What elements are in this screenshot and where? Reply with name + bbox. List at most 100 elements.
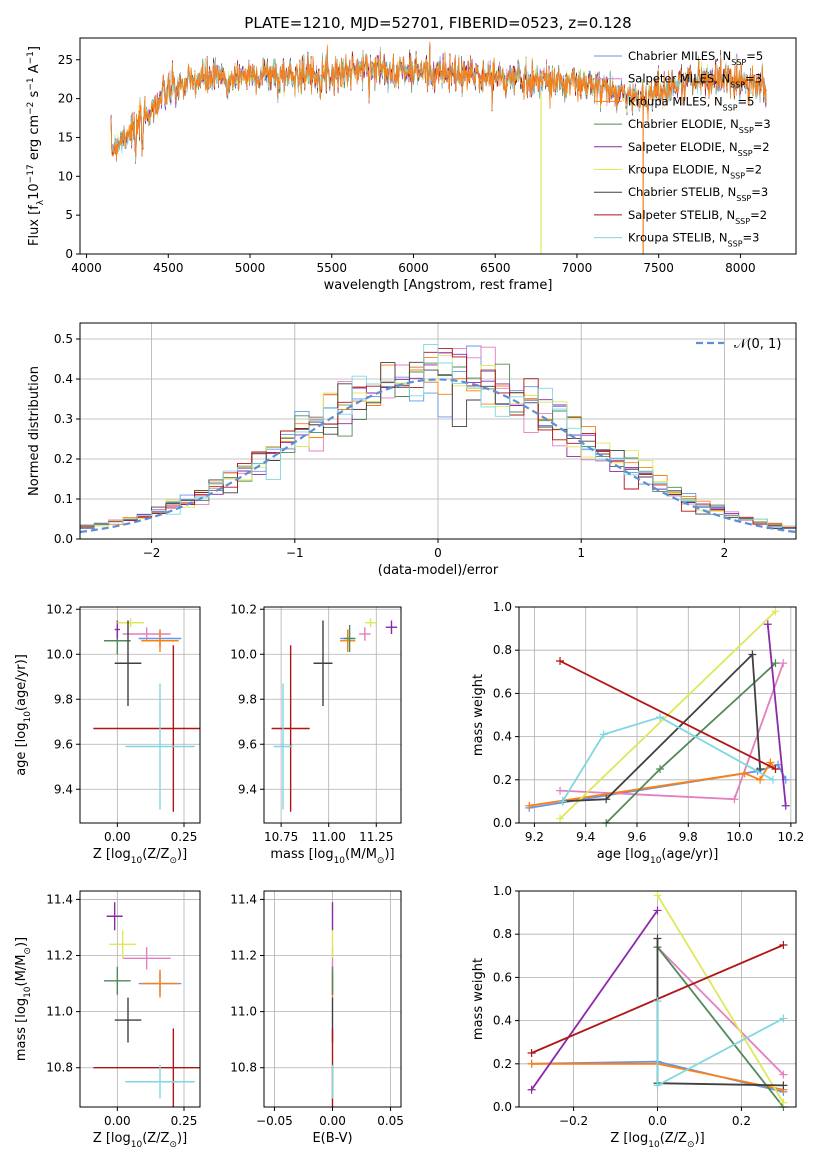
weight-point-marker [740,769,749,778]
weight-point-marker [527,1049,536,1057]
y-tick-label: 0.1 [54,492,73,506]
errorbar-point [385,620,398,634]
y-tick-label: 1.0 [493,884,512,898]
weight-point-marker [774,760,783,769]
x-tick-label: 0.00 [104,1114,131,1128]
x-tick-label: 9.6 [627,830,646,844]
x-tick-label: 5500 [316,261,347,275]
errorbar-point [109,930,136,959]
errorbar-point [104,966,131,995]
weight-point-marker [779,1014,788,1023]
weight-point-marker [653,1081,662,1090]
weight-point-marker [779,1081,788,1090]
y-tick-label: 0.4 [493,730,512,744]
legend-label: Chabrier STELIB, NSSP=3 [628,185,768,203]
y-tick-label: 9.6 [238,737,257,751]
residuals-xlabel: (data-model)/error [378,563,499,578]
spectrum-ylabel: Flux [fλ10−17 erg cm−2 s−1 A−1] [26,46,46,246]
x-tick-label: −0.05 [256,1114,293,1128]
weight-series-line [559,662,785,801]
y-tick-label: 9.4 [238,782,257,796]
x-tick-label: 4000 [71,261,102,275]
residuals-ylabel: Normed distribution [27,366,42,496]
y-tick-label: 0.2 [54,452,73,466]
errorbar-point [117,618,144,628]
weight-point-marker [527,1059,536,1068]
weight-point-marker [779,941,788,949]
weight-vs-age-ylabel: mass weight [471,674,486,756]
weight-vs-Z-ylabel: mass weight [471,958,486,1040]
x-tick-label: 0 [434,546,442,560]
y-tick-label: 11.2 [230,949,257,963]
errorbar-point [271,645,310,812]
x-tick-label: 5000 [235,261,266,275]
age-vs-Z-frame [79,606,201,824]
y-tick-label: 0.4 [54,372,73,386]
errorbar-point [273,683,293,810]
y-tick-label: 10.2 [230,602,257,616]
y-tick-label: 11.0 [46,1005,73,1019]
y-tick-label: 10.0 [46,647,73,661]
weight-point-marker [653,934,662,943]
spectrum-series-line [110,41,767,162]
age-vs-Z-xlabel: Z [log10(Z/Z⊙)] [93,847,187,866]
y-tick-label: 0 [65,247,73,261]
errorbar-point [114,620,120,639]
weight-vs-age-xlabel: age [log10(age/yr)] [597,847,719,866]
weight-point-marker [527,1085,536,1094]
weight-point-marker [558,797,567,806]
mass-vs-Z-axes [80,891,200,1107]
weight-vs-Z-xlabel: Z [log10(Z/Z⊙)] [610,1131,704,1150]
weight-series-line [559,660,776,770]
y-tick-label: 0.8 [493,643,512,657]
errorbar-point [125,1064,195,1099]
y-tick-label: 0.6 [493,686,512,700]
figure-title: PLATE=1210, MJD=52701, FIBERID=0523, z=0… [244,14,631,32]
errorbar-point [141,969,179,998]
y-tick-label: 0.6 [493,970,512,984]
y-tick-label: 0.0 [493,816,512,830]
x-tick-label: 10.2 [778,830,805,844]
x-tick-label: 10.75 [264,830,298,844]
errorbar-point [364,618,377,628]
x-tick-label: 1 [577,546,585,560]
x-tick-label: 0.0 [648,1114,667,1128]
errorbar-point [106,902,123,931]
errorbar-point [313,620,333,706]
y-tick-label: 15 [58,130,73,144]
y-tick-label: 0.2 [493,773,512,787]
normal-pdf-curve [79,378,797,534]
errorbar-point [340,629,356,652]
legend-label: Salpeter STELIB, NSSP=2 [628,208,767,226]
weight-series-line [656,946,785,1107]
x-tick-label: 0.00 [319,1114,346,1128]
x-tick-label: −2 [143,546,161,560]
age-vs-Z-axes [80,607,200,823]
x-tick-label: 9.8 [679,830,698,844]
y-tick-label: 10.0 [230,647,257,661]
legend-label: Kroupa STELIB, NSSP=3 [628,231,759,249]
y-tick-label: 20 [58,92,73,106]
weight-point-marker [748,650,757,659]
x-tick-label: 0.25 [171,830,198,844]
y-tick-label: 0.0 [54,532,73,546]
weight-point-marker [653,906,662,915]
y-tick-label: 9.4 [54,782,73,796]
weight-point-marker [602,795,611,804]
errorbar-point [114,620,142,706]
mass-vs-Z-frame [79,890,201,1108]
weight-series-line [605,662,777,823]
weight-point-marker [766,758,775,767]
errorbar-point [93,1028,200,1107]
age-vs-mass-frame [263,606,402,824]
weight-point-marker [556,814,565,823]
y-tick-label: 10 [58,169,73,183]
weight-point-marker [779,1098,788,1107]
y-tick-label: 9.6 [54,737,73,751]
mass-vs-Z-xlabel: Z [log10(Z/Z⊙)] [93,1131,187,1150]
x-tick-label: 0.00 [104,830,131,844]
x-tick-label: 8000 [725,261,756,275]
errorbar-point [125,683,195,810]
errorbar-point [122,947,171,970]
errorbar-point [122,627,171,641]
